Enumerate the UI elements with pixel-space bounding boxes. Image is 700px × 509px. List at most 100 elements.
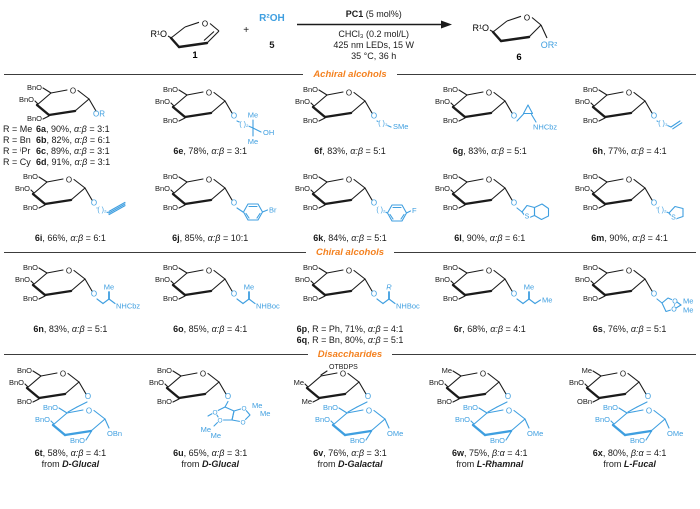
svg-text:BnO: BnO: [23, 203, 38, 212]
svg-text:NHCbz: NHCbz: [533, 123, 557, 132]
compound-6h: O BnO BnO BnO O( )₃ 6h, 77%, α:β = 4:1: [560, 81, 699, 168]
svg-text:Me: Me: [683, 306, 693, 315]
svg-text:S: S: [524, 214, 529, 221]
svg-text:O: O: [625, 89, 631, 98]
caption-6h: 6h, 77%, α:β = 4:1: [592, 146, 667, 156]
compound-grid-2: O BnO BnO BnO O O BnO BnO BnO OBn 6t, 58%, α:β = 4…: [0, 361, 700, 470]
svg-text:BnO: BnO: [303, 263, 318, 272]
svg-text:BnO: BnO: [435, 97, 450, 106]
svg-text:O: O: [506, 407, 512, 416]
compound-6a-6d: O BnO BnO BnO OR R = Me 6a, 90%, α:β = 3:1 R = …: [1, 81, 140, 168]
caption-6m: 6m, 90%, α:β = 4:1: [591, 233, 668, 243]
svg-text:BnO: BnO: [163, 263, 178, 272]
svg-text:BnO: BnO: [490, 436, 505, 445]
svg-text:BnO: BnO: [303, 172, 318, 181]
svg-text:O: O: [625, 267, 631, 276]
svg-text:BnO: BnO: [583, 294, 598, 303]
svg-text:BnO: BnO: [19, 95, 34, 104]
svg-text:BnO: BnO: [163, 203, 178, 212]
svg-text:O: O: [346, 176, 352, 185]
svg-text:O: O: [340, 370, 346, 379]
structure-drawing: O BnO BnO BnO OR: [19, 83, 105, 123]
svg-text:( )₃: ( )₃: [378, 121, 388, 128]
svg-text:BnO: BnO: [303, 116, 318, 125]
svg-text:O: O: [650, 290, 656, 299]
svg-text:O: O: [241, 419, 246, 426]
svg-text:BnO: BnO: [463, 403, 478, 412]
svg-text:O: O: [206, 89, 212, 98]
divider-line: [392, 354, 696, 355]
svg-text:( )₂: ( )₂: [98, 207, 108, 214]
svg-text:SMe: SMe: [393, 122, 408, 131]
svg-text:Me: Me: [248, 111, 258, 120]
compound-6x: O Me BnO OBn O O BnO BnO BnO OMe 6x, 80%, β:α = 4:…: [560, 361, 699, 470]
svg-text:O: O: [231, 112, 237, 121]
svg-text:O: O: [91, 290, 97, 299]
svg-text:Me: Me: [302, 397, 312, 406]
svg-text:Me: Me: [683, 297, 693, 306]
svg-text:BnO: BnO: [27, 114, 42, 123]
svg-text:BnO: BnO: [583, 116, 598, 125]
section-title: Chiral alcohols: [315, 247, 385, 258]
structure-drawing: O BnO BnO BnO O Me Me: [435, 263, 552, 305]
svg-text:BnO: BnO: [443, 85, 458, 94]
svg-text:OR²: OR²: [540, 40, 557, 50]
svg-text:O: O: [486, 89, 492, 98]
svg-text:BnO: BnO: [569, 378, 584, 387]
compound-6r: O BnO BnO BnO O Me Me 6r, 68%, α:β = 4:1: [420, 259, 559, 346]
caption-6d: R = Cy 6d, 91%, α:β = 3:1: [3, 157, 111, 167]
compound-6v: O Me Me OTBDPS O O BnO BnO BnO OMe 6v, 76%, α:β = …: [281, 361, 420, 470]
caption-6n: 6n, 83%, α:β = 5:1: [33, 324, 108, 334]
svg-text:OMe: OMe: [387, 429, 403, 438]
svg-text:BnO: BnO: [15, 184, 30, 193]
svg-text:O: O: [625, 176, 631, 185]
svg-text:OMe: OMe: [667, 429, 683, 438]
svg-text:BnO: BnO: [35, 415, 50, 424]
svg-text:BnO: BnO: [583, 263, 598, 272]
reaction-arrow: [296, 20, 452, 28]
divider-line: [4, 74, 304, 75]
svg-text:BnO: BnO: [9, 378, 24, 387]
svg-text:O: O: [60, 370, 66, 379]
svg-text:BnO: BnO: [583, 85, 598, 94]
structure-drawing: O BnO BnO BnO O Br: [155, 172, 277, 221]
conditions-text: CHCl₃ (0.2 mol/L) 425 nm LEDs, 15 W 35 °…: [333, 28, 414, 61]
svg-text:BnO: BnO: [43, 403, 58, 412]
compound-6i: O BnO BnO BnO O( )₂ 6i, 66%, α:β = 6:1: [1, 168, 140, 244]
svg-text:( )₃: ( )₃: [658, 121, 668, 128]
compound-6f: O BnO BnO BnO O( )₃ SMe 6f, 83%, α:β = 5:1: [281, 81, 420, 168]
compound-6j: O BnO BnO BnO O Br 6j, 85%, α:β = 10:1: [141, 168, 280, 244]
caption-6o: 6o, 85%, α:β = 4:1: [173, 324, 248, 334]
svg-text:BnO: BnO: [157, 397, 172, 406]
svg-text:BnO: BnO: [163, 85, 178, 94]
caption-6p: 6p, R = Ph, 71%, α:β = 4:1: [296, 324, 404, 334]
svg-text:O: O: [86, 407, 92, 416]
svg-text:BnO: BnO: [323, 403, 338, 412]
svg-text:BnO: BnO: [435, 184, 450, 193]
svg-text:O: O: [644, 392, 650, 401]
svg-text:OR: OR: [93, 110, 105, 119]
section-title: Achiral alcohols: [313, 69, 387, 80]
reaction-conditions: PC1 (5 mol%) CHCl₃ (0.2 mol/L) 425 nm LE…: [295, 9, 453, 62]
svg-text:O: O: [91, 199, 97, 208]
svg-text:BnO: BnO: [443, 116, 458, 125]
compound-6g: O BnO BnO BnO O NHCbz 6g, 83%, α:β = 5:1: [420, 81, 559, 168]
svg-text:O: O: [213, 409, 218, 416]
svg-text:O: O: [511, 290, 517, 299]
caption-6l: 6l, 90%, α:β = 6:1: [454, 233, 526, 243]
svg-text:BnO: BnO: [149, 378, 164, 387]
svg-text:BnO: BnO: [295, 275, 310, 284]
caption-6g: 6g, 83%, α:β = 5:1: [452, 146, 527, 156]
svg-text:O: O: [645, 407, 651, 416]
reaction-scheme: R¹O O 1 + R²OH 5 PC1 (5 mol%) CHC: [0, 0, 700, 66]
svg-text:O: O: [365, 392, 371, 401]
svg-text:NHCbz: NHCbz: [116, 302, 140, 311]
svg-text:Me: Me: [104, 283, 114, 292]
svg-text:BnO: BnO: [303, 294, 318, 303]
